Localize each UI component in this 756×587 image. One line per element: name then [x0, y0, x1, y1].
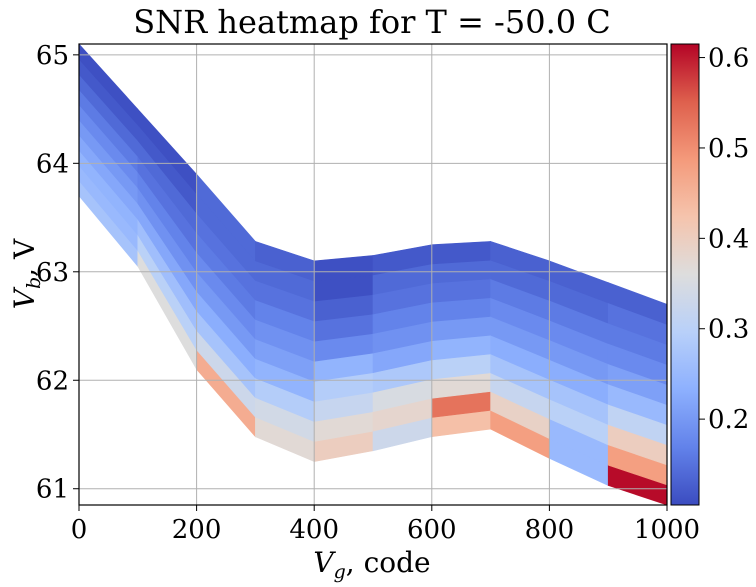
x-tick-label: 1000 [634, 515, 700, 545]
colorbar-ticks: 0.2 0.3 0.4 0.5 0.6 [699, 44, 749, 435]
colorbar-tick-label: 0.3 [708, 315, 749, 345]
x-tick-label: 200 [172, 515, 222, 545]
chart-title: SNR heatmap for T = -50.0 C [133, 3, 611, 41]
x-axis-label-sub: g [334, 561, 346, 583]
x-axis-label-main: V [313, 546, 336, 579]
y-tick-label: 61 [36, 475, 69, 505]
colorbar-tick-label: 0.6 [708, 44, 749, 74]
grid-lines [78, 44, 668, 505]
heatmap-cell [431, 241, 491, 265]
plot-frame [78, 43, 668, 506]
y-tick-label: 63 [36, 258, 69, 288]
x-axis-label: Vg, code [313, 546, 430, 583]
heatmap-cell [607, 282, 667, 325]
heatmap-cells [79, 44, 667, 505]
y-axis-label: Vb, V [8, 238, 45, 309]
y-axis: 61 62 63 64 65 [36, 41, 79, 505]
colorbar-tick-label: 0.4 [708, 224, 749, 254]
heatmap-cell [607, 383, 667, 426]
colorbar-tick-label: 0.5 [708, 134, 749, 164]
heatmap-cell [607, 444, 667, 486]
colorbar [670, 43, 700, 506]
y-axis-label-rest: , V [8, 238, 41, 277]
heatmap-cell [607, 403, 667, 446]
heatmap-cell [607, 363, 667, 406]
x-tick-label: 800 [525, 515, 575, 545]
x-tick-label: 0 [71, 515, 88, 545]
y-tick-label: 62 [36, 366, 69, 396]
y-axis-label-main: V [8, 286, 41, 309]
heatmap-cell [607, 302, 667, 345]
y-tick-label: 64 [36, 149, 69, 179]
x-tick-label: 400 [289, 515, 339, 545]
x-tick-label: 600 [407, 515, 457, 545]
y-axis-label-sub: b [23, 277, 45, 289]
x-axis: 0 200 400 600 800 1000 [71, 505, 700, 545]
y-tick-label: 65 [36, 41, 69, 71]
heatmap-cell [607, 343, 667, 385]
heatmap-cell [607, 424, 667, 466]
heatmap-cell [607, 464, 667, 505]
heatmap-cell [607, 322, 667, 365]
colorbar-tick-label: 0.2 [708, 405, 749, 435]
x-axis-label-rest: , code [346, 546, 431, 579]
